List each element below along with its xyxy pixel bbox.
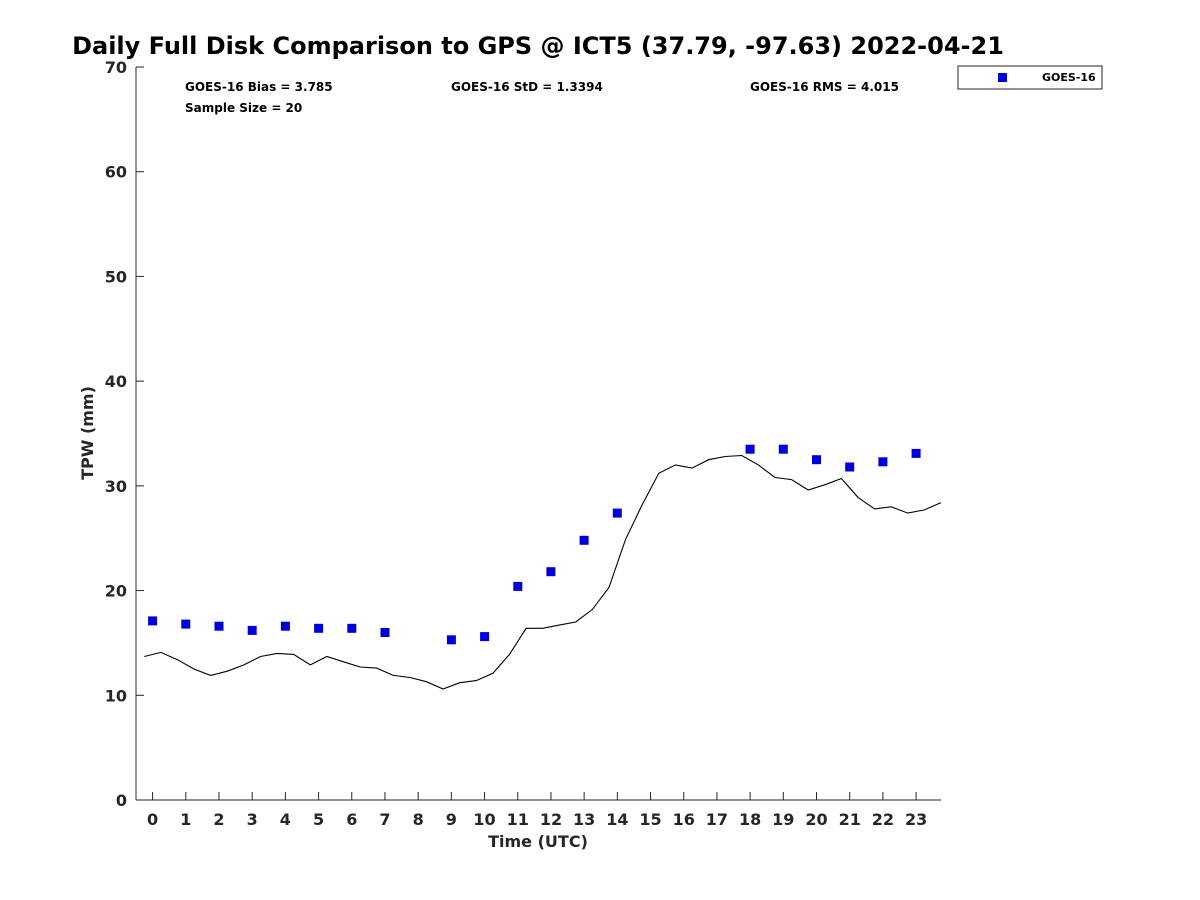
x-tick-label: 22 — [872, 810, 894, 829]
y-tick-label: 40 — [105, 372, 127, 391]
goes16-marker — [347, 623, 357, 633]
rms-stat: GOES-16 RMS = 4.015 — [750, 80, 899, 94]
y-tick-label: 10 — [105, 686, 127, 705]
y-tick-label: 60 — [105, 163, 127, 182]
x-tick-label: 14 — [606, 810, 628, 829]
x-tick-label: 11 — [507, 810, 529, 829]
y-axis-label: TPW (mm) — [78, 386, 97, 480]
legend-box — [957, 65, 1103, 90]
x-tick-label: 21 — [839, 810, 861, 829]
x-axis-label: Time (UTC) — [488, 832, 588, 851]
x-tick-label: 6 — [346, 810, 357, 829]
bias-stat: GOES-16 Bias = 3.785 — [185, 80, 333, 94]
x-tick-label: 2 — [213, 810, 224, 829]
x-tick-label: 3 — [247, 810, 258, 829]
goes16-marker — [845, 462, 855, 472]
x-tick-label: 16 — [673, 810, 695, 829]
y-tick-label: 50 — [105, 267, 127, 286]
x-tick-label: 20 — [805, 810, 827, 829]
goes16-marker — [214, 621, 224, 631]
goes16-marker — [745, 444, 755, 454]
x-tick-label: 4 — [280, 810, 291, 829]
goes16-marker — [446, 635, 456, 645]
sample-size-stat: Sample Size = 20 — [185, 101, 302, 115]
x-tick-label: 12 — [540, 810, 562, 829]
goes16-marker — [812, 455, 821, 465]
y-tick-label: 30 — [105, 477, 127, 496]
legend-marker-square — [998, 73, 1007, 82]
goes16-marker — [579, 535, 589, 545]
goes16-marker — [181, 619, 191, 629]
x-tick-label: 23 — [905, 810, 927, 829]
x-tick-label: 19 — [772, 810, 794, 829]
goes16-marker — [778, 444, 788, 454]
x-ticks: 0 1 2 3 4 5 6 7 8 9 10 11 12 13 14 15 16 17 18 19 20 21 22 23 — [147, 792, 927, 829]
goes16-marker — [480, 632, 490, 642]
goes16-markers-layer — [148, 444, 921, 645]
y-tick-label: 70 — [105, 58, 127, 77]
x-tick-label: 10 — [473, 810, 495, 829]
chart-title: Daily Full Disk Comparison to GPS @ ICT5… — [72, 32, 1004, 60]
x-tick-label: 15 — [639, 810, 661, 829]
gps-tpw-line — [144, 454, 942, 690]
legend: GOES-16 — [957, 65, 1103, 90]
legend-label-goes16: GOES-16 — [1042, 71, 1096, 84]
goes16-marker — [546, 567, 556, 577]
x-tick-label: 13 — [573, 810, 595, 829]
goes16-marker — [280, 621, 290, 631]
goes16-marker — [380, 628, 390, 637]
y-tick-label: 0 — [116, 791, 127, 810]
x-tick-label: 9 — [446, 810, 457, 829]
x-tick-label: 0 — [147, 810, 158, 829]
x-tick-label: 17 — [706, 810, 728, 829]
goes16-marker — [878, 457, 888, 467]
x-tick-label: 7 — [379, 810, 390, 829]
goes16-marker — [148, 616, 158, 626]
y-ticks: 0 10 20 30 40 50 60 70 — [105, 58, 144, 810]
y-tick-label: 20 — [105, 582, 127, 601]
goes16-marker — [247, 625, 257, 635]
x-tick-label: 5 — [313, 810, 324, 829]
gps-line-layer — [144, 454, 942, 690]
goes16-marker — [314, 623, 324, 633]
goes16-marker — [612, 508, 622, 518]
goes16-marker — [911, 448, 921, 458]
x-tick-label: 1 — [180, 810, 191, 829]
x-tick-label: 8 — [413, 810, 424, 829]
x-tick-label: 18 — [739, 810, 761, 829]
std-stat: GOES-16 StD = 1.3394 — [451, 80, 603, 94]
goes16-marker — [513, 581, 523, 591]
